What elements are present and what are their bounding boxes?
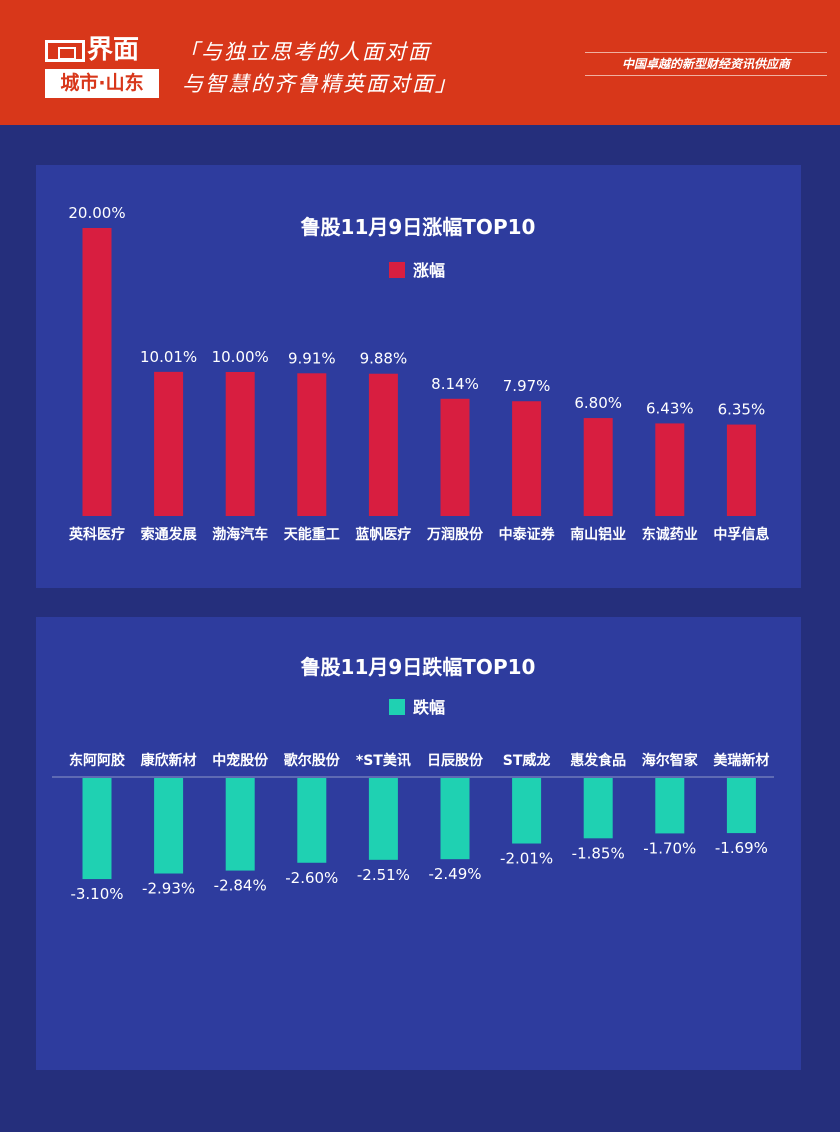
category-label: 蓝帆医疗 [355, 526, 411, 543]
data-label: -2.01% [500, 850, 553, 868]
data-label: 9.88% [360, 350, 408, 368]
category-label: 美瑞新材 [713, 752, 769, 769]
bar [82, 228, 112, 516]
category-label: 歌尔股份 [284, 752, 341, 769]
data-label: -2.51% [357, 866, 410, 884]
data-label: 10.00% [212, 348, 269, 366]
category-label: 渤海汽车 [212, 526, 268, 543]
data-label: 8.14% [431, 375, 479, 393]
logo: 界面 城市·山东 [45, 35, 159, 98]
bar [726, 424, 756, 516]
gainers-chart: 鲁股11月9日涨幅TOP10 涨幅 20.00% 英科医疗 10.01% 索通发展 10… [68, 204, 769, 543]
logo-mark-icon [45, 39, 85, 62]
gainers-chart-panel: 鲁股11月9日涨幅TOP10 涨幅 20.00% 英科医疗 10.01% 索通发展 10… [36, 165, 801, 588]
bar [726, 778, 756, 834]
logo-main: 界面 [87, 35, 140, 65]
losers-chart-panel: 鲁股11月9日跌幅TOP10 跌幅 -3.10% 东阿阿胶 -2.93% 康欣新材 -2… [36, 617, 801, 1070]
bar [655, 778, 685, 834]
bar [82, 778, 112, 880]
bar [368, 373, 398, 516]
category-label: 康欣新材 [141, 752, 197, 769]
bar [225, 778, 255, 871]
bar [655, 423, 685, 516]
chart-title: 鲁股11月9日涨幅TOP10 [301, 215, 536, 239]
category-label: 东诚药业 [642, 526, 698, 543]
category-label: 索通发展 [141, 526, 197, 543]
tagline: 中国卓越的新型财经资讯供应商 [585, 52, 827, 76]
slogan-line-2: 与智慧的齐鲁精英面对面」 [182, 72, 458, 96]
bar [154, 778, 184, 874]
bar [225, 372, 255, 516]
bar [368, 778, 398, 860]
data-label: 9.91% [288, 349, 336, 367]
bar [154, 371, 184, 516]
category-label: 英科医疗 [68, 526, 125, 543]
category-label: 万润股份 [426, 526, 484, 543]
bar [440, 778, 470, 860]
bar [440, 398, 470, 516]
slogan-line-1: 「与独立思考的人面对面 [178, 40, 431, 64]
data-label: -2.49% [428, 865, 481, 883]
data-label: 6.80% [574, 394, 622, 412]
category-label: 东阿阿胶 [69, 752, 125, 769]
data-label: 20.00% [68, 204, 125, 222]
legend-label: 跌幅 [413, 698, 445, 717]
data-label: -1.70% [643, 839, 696, 857]
data-label: -1.69% [715, 839, 768, 857]
chart-title: 鲁股11月9日跌幅TOP10 [301, 655, 536, 679]
data-label: -1.85% [572, 844, 625, 862]
bar [512, 778, 542, 844]
data-label: 7.97% [503, 377, 551, 395]
category-label: 日辰股份 [427, 752, 484, 769]
legend-label: 涨幅 [413, 261, 445, 280]
category-label: 中泰证券 [499, 526, 556, 543]
category-label: *ST美讯 [356, 752, 411, 769]
data-label: -2.84% [214, 877, 267, 895]
category-label: ST威龙 [503, 752, 551, 769]
losers-chart: 鲁股11月9日跌幅TOP10 跌幅 -3.10% 东阿阿胶 -2.93% 康欣新材 -2… [52, 655, 774, 903]
bar [297, 373, 327, 516]
bar [583, 418, 613, 516]
header-banner: 界面 城市·山东 「与独立思考的人面对面 与智慧的齐鲁精英面对面」 中国卓越的新… [0, 0, 840, 125]
bar [297, 778, 327, 863]
data-label: 6.43% [646, 399, 694, 417]
category-label: 南山铝业 [570, 526, 626, 543]
category-label: 惠发食品 [570, 752, 626, 769]
category-label: 海尔智家 [642, 752, 699, 769]
bar [512, 401, 542, 516]
bar [583, 778, 613, 839]
legend-swatch [389, 699, 405, 715]
category-label: 中孚信息 [713, 526, 769, 543]
data-label: 10.01% [140, 348, 197, 366]
slogan: 「与独立思考的人面对面 与智慧的齐鲁精英面对面」 [178, 36, 458, 100]
data-label: -2.60% [285, 869, 338, 887]
data-label: -3.10% [70, 885, 123, 903]
data-label: -2.93% [142, 880, 195, 898]
logo-sub: 城市·山东 [45, 69, 159, 98]
category-label: 中宠股份 [212, 752, 269, 769]
category-label: 天能重工 [284, 526, 340, 543]
data-label: 6.35% [718, 401, 766, 419]
legend-swatch [389, 262, 405, 278]
